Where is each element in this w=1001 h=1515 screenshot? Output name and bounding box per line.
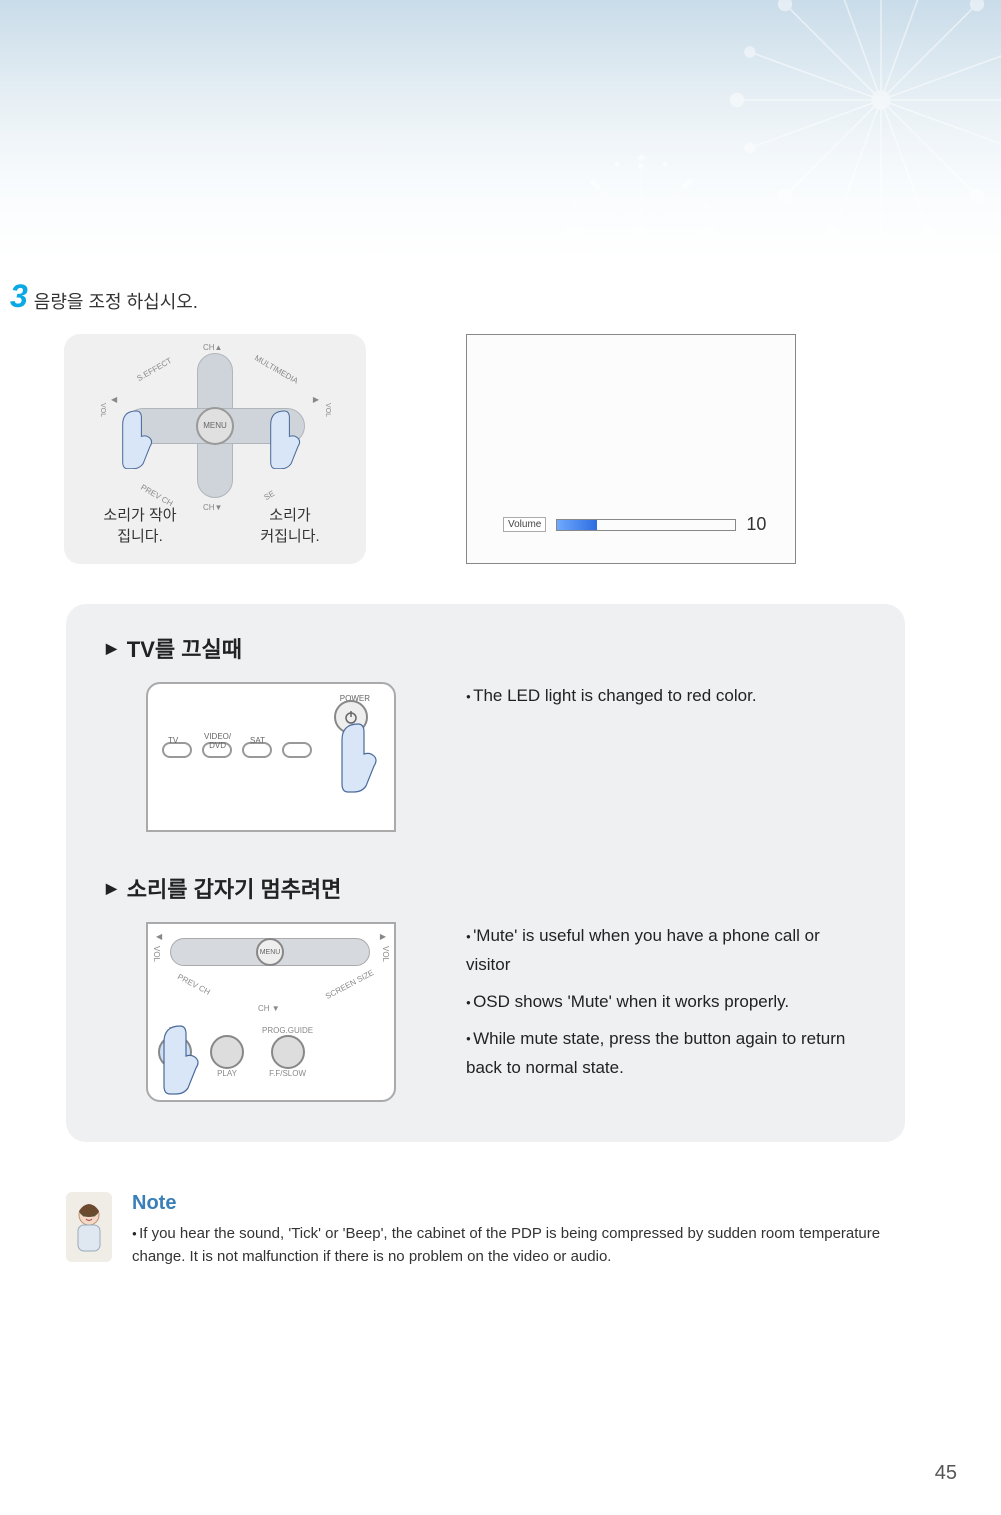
page-number: 45: [935, 1462, 957, 1485]
volume-value: 10: [746, 514, 766, 535]
mute-bullet-2: OSD shows 'Mute' when it works properly.: [466, 988, 856, 1017]
mute-bullet-3: While mute state, press the button again…: [466, 1025, 856, 1083]
vol-l: VOL: [152, 946, 161, 962]
ffslow-lbl: F.F/SLOW: [269, 1069, 306, 1078]
mute-bullet-1: 'Mute' is useful when you have a phone c…: [466, 922, 856, 980]
menu-center-lower: MENU: [256, 938, 284, 966]
vol-right-arrow: ▶: [313, 395, 319, 404]
screensize-lower: SCREEN SIZE: [324, 968, 375, 1001]
mute-heading-text: 소리를 갑자기 멈추려면: [127, 872, 342, 904]
caption-left-2: 집니다.: [80, 525, 200, 546]
finger-right-icon: [269, 409, 303, 469]
note-section: Note If you hear the sound, 'Tick' or 'B…: [66, 1192, 905, 1268]
prevch-lower: PREV CH: [176, 972, 212, 997]
gray-instruction-panel: TV를 끄실때 POWER TV VIDEO/ DVD SAT: [66, 604, 905, 1142]
se-label: SE: [263, 488, 277, 501]
note-text: If you hear the sound, 'Tick' or 'Beep',…: [132, 1223, 905, 1268]
caption-right-2: 커집니다.: [230, 525, 350, 546]
finger-power-icon: [340, 712, 380, 802]
chdown-lower: CH ▼: [258, 1004, 280, 1013]
step-number: 3: [10, 280, 28, 312]
finger-mute-icon: [162, 1020, 202, 1098]
vol-right-label: VOL: [324, 403, 331, 417]
ch-up-label: CH▲: [203, 343, 222, 352]
vol-r: VOL: [381, 946, 390, 962]
volume-bar-fill: [557, 520, 596, 530]
vol-left-label: VOL: [99, 403, 106, 417]
extra-pill: [282, 742, 312, 758]
ch-down-label: CH▼: [203, 503, 222, 512]
step-header: 3 음량을 조정 하십시오.: [10, 280, 961, 314]
menu-button: MENU: [196, 407, 234, 445]
tv-off-heading: TV를 끄실때: [106, 632, 865, 664]
play-lbl: PLAY: [217, 1069, 237, 1078]
tv-off-heading-text: TV를 끄실때: [127, 632, 242, 664]
step-title: 음량을 조정 하십시오.: [34, 280, 198, 314]
video-dvd-label: VIDEO/ DVD: [204, 732, 231, 750]
caption-left-1: 소리가 작아: [80, 504, 200, 525]
prog-lbl: PROG.GUIDE: [262, 1026, 313, 1035]
sat-label: SAT: [250, 736, 265, 745]
volume-label: Volume: [503, 517, 546, 532]
tv-off-bullet-1: The LED light is changed to red color.: [466, 682, 757, 711]
tv-off-text: The LED light is changed to red color.: [466, 682, 757, 832]
tv-label: TV: [168, 736, 178, 745]
finger-left-icon: [121, 409, 155, 469]
vol-left-arrow: ◀: [111, 395, 117, 404]
mute-heading: 소리를 갑자기 멈추려면: [106, 872, 865, 904]
volume-bar: [556, 519, 736, 531]
remote-dpad-illustration: CH▲ S.EFFECT MULTIMEDIA VOL ◀ VOL ▶ PREV…: [64, 334, 366, 564]
multimedia-label: MULTIMEDIA: [253, 353, 300, 385]
note-person-icon: [66, 1192, 112, 1262]
tv-screen-preview: Volume 10: [466, 334, 796, 564]
seffect-label: S.EFFECT: [135, 355, 173, 382]
note-title: Note: [132, 1192, 905, 1215]
play-button-icon: [210, 1035, 244, 1069]
mute-text: 'Mute' is useful when you have a phone c…: [466, 922, 856, 1102]
prog-button-icon: [271, 1035, 305, 1069]
caption-right-1: 소리가: [230, 504, 350, 525]
remote-top-illustration: POWER TV VIDEO/ DVD SAT: [146, 682, 396, 832]
remote-lower-illustration: VOL ◀ VOL ▶ MENU PREV CH SCREEN SIZE CH …: [146, 922, 396, 1102]
